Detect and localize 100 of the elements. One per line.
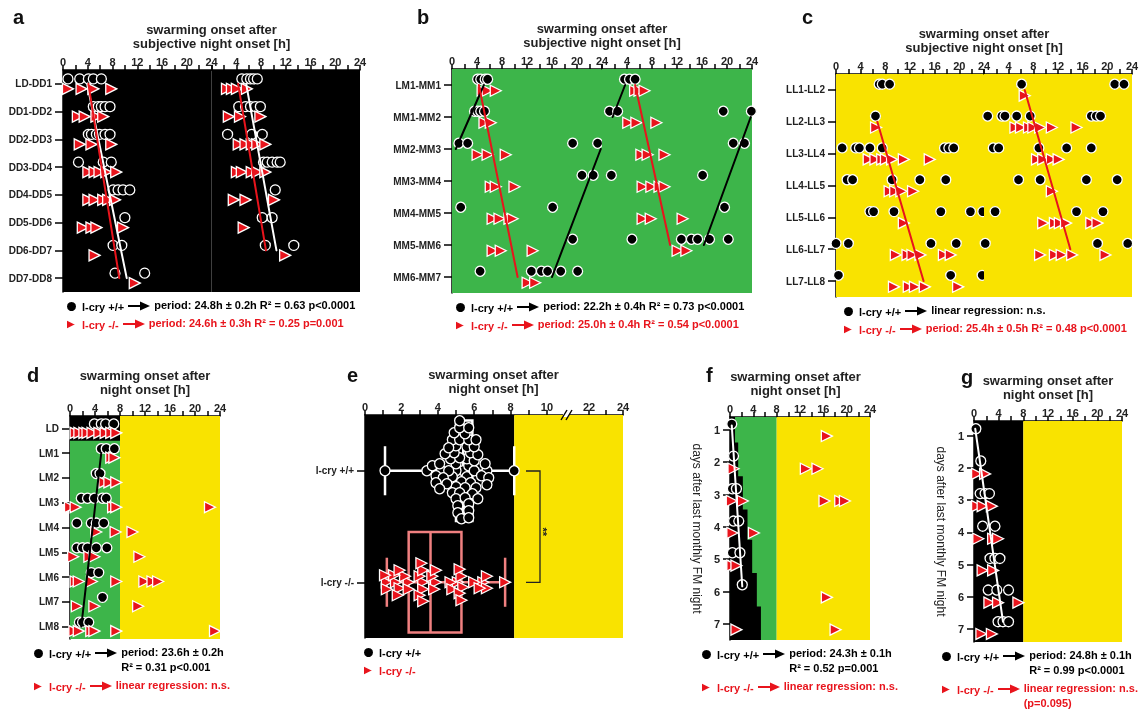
text: linear regression: n.s. (p=0.095) — [1023, 681, 1138, 709]
y-tick-label: DD2-DD3 — [8, 133, 53, 145]
x-tick-label: 12 — [903, 59, 917, 72]
x-tick-label: 4 — [233, 55, 241, 68]
y-tick-label: 2 — [713, 456, 721, 469]
x-tick-label: 12 — [131, 55, 144, 68]
y-tick-label: 5 — [957, 558, 964, 571]
y-tick-label: 1 — [957, 429, 964, 442]
x-tick-label: 24 — [616, 400, 630, 413]
y-tick-label: MM1-MM2 — [393, 111, 442, 123]
legend-label: l-cry +/+ — [82, 300, 125, 313]
x-tick-label: 24 — [977, 59, 991, 72]
x-tick-label: 8 — [1030, 59, 1037, 72]
y-tick-label: 4 — [957, 526, 965, 539]
chart-title: a — [13, 6, 25, 28]
x-tick-label: 12 — [279, 55, 292, 68]
y-tick-label: LL4-LL5 — [786, 180, 826, 191]
x-tick-label: 12 — [138, 401, 152, 414]
y-tick-label: LL3-LL4 — [786, 148, 826, 160]
x-tick-label: 4 — [473, 54, 481, 67]
chart-title: g — [961, 366, 974, 388]
x-tick-label: 0 — [59, 55, 67, 68]
x-tick-label: 22 — [582, 400, 596, 413]
x-tick-label: 0 — [66, 401, 74, 414]
y-tick-label: MM2-MM3 — [393, 143, 442, 155]
y-tick-label: LM6 — [39, 571, 60, 583]
x-tick-label: 12 — [520, 54, 534, 67]
x-tick-label: 4 — [750, 402, 758, 415]
x-tick-label: 20 — [570, 54, 584, 67]
y-tick-label: 4 — [713, 520, 721, 533]
y-tick-label: DD7-DD8 — [8, 272, 53, 284]
chart-title: f — [706, 364, 713, 386]
legend-label: l-cry -/- — [379, 664, 417, 677]
x-axis-title: swarming onset after subjective night onset [h] — [523, 20, 681, 50]
chart-title: d — [27, 364, 40, 386]
y-tick-label: LM7 — [39, 596, 60, 608]
annotation: ** — [535, 527, 550, 536]
x-tick-label: 0 — [970, 406, 978, 419]
legend-label: l-cry +/+ — [859, 305, 902, 318]
x-tick-label: 4 — [1005, 59, 1013, 72]
y-tick-label: LM2 — [39, 472, 60, 484]
x-tick-label: 8 — [882, 59, 889, 72]
x-tick-label: 24 — [745, 54, 759, 67]
x-tick-label: 8 — [648, 54, 656, 67]
text: period: 25.0h ± 0.4h R² = 0.54 p<0.0001 — [537, 317, 739, 332]
y-tick-label: LM1-MM1 — [395, 79, 442, 91]
y-tick-label: LM3 — [39, 497, 60, 509]
y-tick-label: MM5-MM6 — [393, 239, 442, 251]
y-tick-label: LL7-LL8 — [786, 275, 826, 287]
y-tick-label: 3 — [713, 488, 721, 501]
x-tick-label: 12 — [670, 54, 684, 67]
x-tick-label: 24 — [863, 402, 877, 415]
y-tick-label: DD4-DD5 — [8, 189, 53, 201]
x-tick-label: 20 — [188, 401, 202, 414]
text: period: 24.8h ± 0.1h R² = 0.99 p<0.0001 — [1029, 648, 1132, 678]
x-tick-label: 8 — [498, 54, 506, 67]
y-tick-label: MM4-MM5 — [393, 207, 442, 219]
x-axis-title: swarming onset after night onset [h] — [982, 372, 1114, 402]
x-tick-label: 8 — [1020, 406, 1027, 419]
x-tick-label: 4 — [84, 55, 92, 68]
x-tick-label: 0 — [448, 54, 456, 67]
legend-label: l-cry +/+ — [379, 646, 422, 659]
x-tick-label: 8 — [109, 55, 116, 68]
x-tick-label: 20 — [329, 55, 342, 68]
y-tick-label: LM4 — [39, 522, 60, 533]
text: period: 23.6h ± 0.2h R² = 0.31 p<0.001 — [121, 645, 224, 675]
text: period: 25.4h ± 0.5h R² = 0.48 p<0.0001 — [925, 321, 1127, 336]
x-tick-label: 4 — [857, 59, 865, 72]
x-tick-label: 8 — [507, 400, 514, 413]
x-tick-label: 4 — [995, 406, 1003, 419]
x-tick-label: 16 — [817, 402, 830, 415]
x-tick-label: 16 — [545, 54, 559, 67]
x-tick-label: 8 — [116, 401, 124, 414]
x-tick-label: 4 — [623, 54, 631, 67]
y-tick-label: LL1-LL2 — [786, 84, 826, 96]
x-tick-label: 24 — [213, 401, 227, 414]
x-axis-title: swarming onset after night onset [h] — [79, 367, 211, 397]
legend-label: l-cry -/- — [471, 319, 509, 332]
y-tick-label: DD5-DD6 — [8, 217, 53, 229]
x-tick-label: 6 — [471, 400, 478, 413]
chart-title: e — [347, 364, 359, 386]
text: period: 24.6h ± 0.3h R² = 0.25 p=0.001 — [148, 316, 344, 331]
x-tick-label: 24 — [1125, 59, 1139, 72]
x-tick-label: 16 — [1076, 59, 1089, 72]
x-tick-label: 16 — [1066, 406, 1079, 419]
y-tick-label: 2 — [957, 461, 964, 474]
x-axis-title: swarming onset after night onset [h] — [730, 368, 861, 398]
x-tick-label: 16 — [304, 55, 317, 68]
y-tick-label: LL6-LL7 — [786, 243, 826, 255]
x-tick-label: 20 — [180, 55, 193, 68]
legend-label: l-cry -/- — [49, 680, 87, 693]
y-tick-label: MM3-MM4 — [393, 175, 442, 187]
y-tick-label: DD3-DD4 — [8, 161, 53, 173]
y-tick-label: LL5-LL6 — [786, 211, 826, 223]
text: linear regression: n.s. — [931, 303, 1046, 318]
y-tick-label: LL2-LL3 — [786, 116, 826, 128]
x-tick-label: 16 — [155, 55, 169, 68]
chart-title: c — [802, 6, 814, 28]
y-axis-title: days after last monthly FM night — [933, 446, 948, 618]
x-axis-title: swarming onset after subjective night onset [h] — [905, 25, 1063, 55]
